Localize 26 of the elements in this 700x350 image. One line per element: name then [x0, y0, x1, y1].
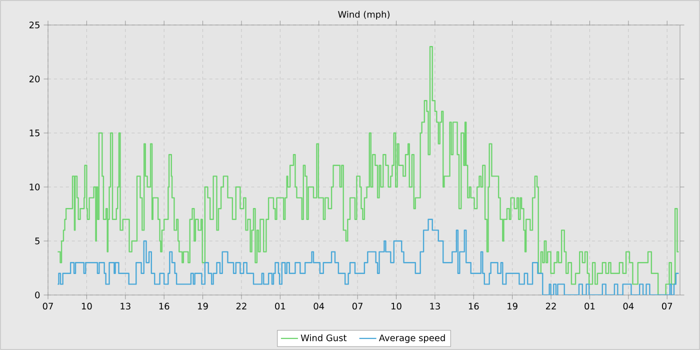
chart-title: Wind (mph)	[338, 10, 390, 20]
y-tick-label: 15	[30, 130, 40, 136]
x-tick-label: 10	[392, 302, 402, 310]
x-tick-label: 07	[662, 302, 672, 310]
x-tick-label: 13	[120, 302, 130, 310]
y-tick-label: 25	[29, 22, 40, 28]
y-tick-label: 0	[35, 292, 40, 298]
x-tick-label: 19	[198, 302, 208, 310]
x-tick-label: 07	[42, 302, 53, 310]
x-tick-label: 10	[82, 302, 92, 310]
x-tick-label: 19	[508, 302, 518, 310]
y-tick-label: 10	[30, 184, 40, 190]
x-tick-label: 04	[314, 302, 324, 310]
x-tick-label: 07	[352, 302, 362, 310]
x-tick-label: 01	[584, 302, 595, 310]
legend-label: Average speed	[378, 334, 445, 343]
x-tick-label: 04	[623, 302, 634, 310]
x-tick-label: 22	[236, 302, 246, 310]
x-tick-label: 13	[430, 302, 440, 310]
y-tick-label: 20	[29, 76, 40, 82]
x-tick-label: 16	[159, 302, 170, 310]
x-tick-label: 01	[275, 302, 286, 310]
y-tick-label: 5	[35, 238, 40, 244]
x-tick-label: 16	[468, 302, 479, 310]
x-tick-label: 22	[546, 302, 556, 310]
legend-label: Wind Gust	[300, 334, 347, 342]
